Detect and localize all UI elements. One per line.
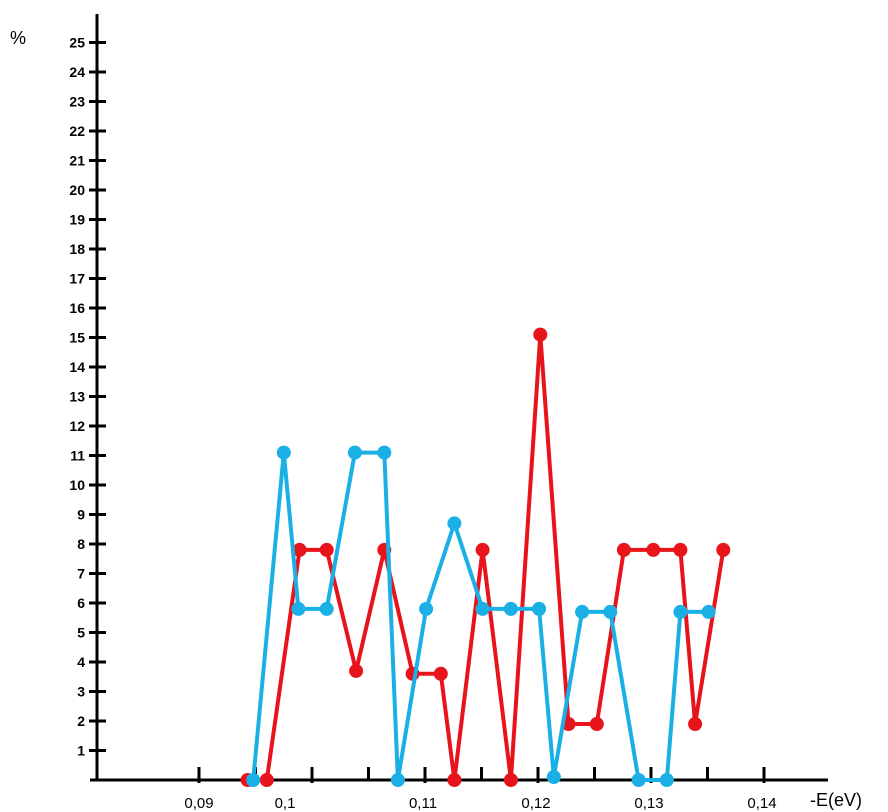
series-2 [246, 445, 716, 787]
data-point [419, 601, 434, 616]
data-point [659, 773, 674, 787]
data-point [673, 542, 688, 557]
series-1 [240, 327, 731, 787]
x-tick-label: 0,13 [634, 795, 663, 812]
y-tick-label: 7 [77, 566, 85, 582]
x-tick-label: 0,12 [521, 795, 550, 812]
y-tick-label: 20 [69, 182, 85, 198]
y-tick-label: 6 [77, 595, 85, 611]
y-tick-label: 14 [69, 359, 85, 375]
data-point [631, 773, 646, 787]
data-point [319, 542, 334, 557]
x-tick-label: 0,1 [275, 795, 296, 812]
data-point [349, 663, 364, 678]
data-point [533, 327, 548, 342]
series-layer [240, 327, 731, 787]
data-point [589, 717, 604, 731]
data-point [276, 445, 291, 460]
y-tick-label: 1 [77, 743, 85, 759]
data-point [319, 601, 334, 616]
data-point [475, 542, 490, 557]
data-point [673, 604, 688, 619]
series-line [251, 450, 711, 782]
data-point [347, 445, 362, 460]
data-point [503, 773, 518, 787]
y-tick-label: 17 [69, 271, 85, 287]
y-tick-label: 2 [77, 713, 85, 729]
axes: 1234567891011121314151617181920212223242… [69, 14, 828, 812]
data-point [603, 604, 618, 619]
data-point [447, 516, 462, 531]
y-tick-label: 23 [69, 94, 85, 110]
y-tick-label: 22 [69, 123, 85, 139]
data-point [433, 666, 448, 681]
y-axis-label: % [10, 28, 26, 48]
y-tick-label: 21 [69, 153, 85, 169]
y-tick-label: 18 [69, 241, 85, 257]
data-point [532, 601, 547, 616]
data-point [291, 601, 306, 616]
y-tick-label: 16 [69, 300, 85, 316]
series-line [245, 332, 726, 782]
y-tick-label: 8 [77, 536, 85, 552]
data-point [575, 604, 590, 619]
data-point [246, 773, 261, 787]
x-tick-label: 0,14 [747, 795, 776, 812]
data-point [646, 542, 661, 557]
y-tick-label: 4 [77, 654, 85, 670]
y-tick-label: 15 [69, 330, 85, 346]
y-tick-label: 9 [77, 507, 85, 523]
data-point [701, 604, 716, 619]
y-tick-label: 11 [70, 448, 85, 464]
y-tick-label: 24 [69, 64, 85, 80]
y-tick-label: 5 [77, 625, 85, 641]
data-point [377, 445, 392, 460]
data-point [503, 601, 518, 616]
data-point [390, 773, 405, 787]
y-tick-label: 3 [77, 684, 85, 700]
y-tick-label: 10 [69, 477, 85, 493]
x-tick-label: 0,11 [409, 795, 437, 812]
y-tick-label: 13 [69, 389, 85, 405]
x-tick-label: 0,09 [184, 795, 213, 812]
data-point [447, 773, 462, 787]
y-tick-label: 25 [69, 35, 85, 51]
y-tick-label: 12 [69, 418, 85, 434]
data-point [716, 542, 731, 557]
data-point [616, 542, 631, 557]
data-point [292, 542, 307, 557]
data-point [475, 601, 490, 616]
x-axis-label: -E(eV) [810, 790, 862, 810]
data-point [546, 770, 561, 784]
data-point [688, 717, 703, 731]
y-tick-label: 19 [69, 212, 85, 228]
data-point [259, 773, 274, 787]
